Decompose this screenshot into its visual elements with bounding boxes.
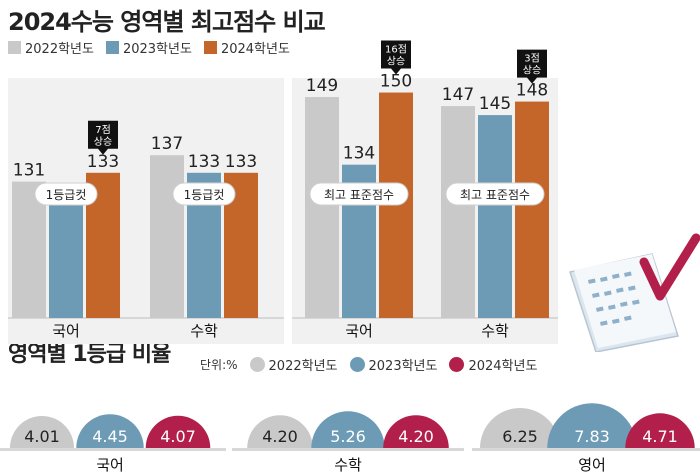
- bar-value-label: 145: [479, 94, 511, 114]
- category-label: 수학: [334, 456, 362, 474]
- baseline: [0, 448, 226, 451]
- metric-pill: [172, 182, 236, 206]
- data-value-label: 4.07: [160, 427, 196, 446]
- callout-text: 상승: [523, 65, 541, 77]
- semicircle-mark: [145, 415, 211, 448]
- callout-box: [517, 49, 547, 84]
- semicircle-mark: [480, 408, 560, 448]
- legend-label: 2022학년도: [268, 359, 338, 374]
- legend-label: 2024학년도: [468, 359, 538, 374]
- legend-label: 2023학년도: [122, 42, 192, 57]
- legend-item-2024: 2024학년도: [203, 38, 290, 57]
- category-label: 국어: [52, 322, 80, 340]
- legend-item-2023: 2023학년도: [105, 38, 192, 57]
- callout-box: [381, 40, 411, 75]
- data-value-label: 5.26: [330, 427, 366, 446]
- bar-value-label: 147: [442, 85, 474, 105]
- metric-label: 최고 표준점수: [460, 188, 530, 202]
- data-value-label: 4.20: [262, 427, 298, 446]
- metric-label: 최고 표준점수: [324, 188, 394, 202]
- legend-item-2024: 2024학년도: [449, 355, 537, 374]
- bar-value-label: 133: [188, 152, 220, 172]
- semicircle-mark: [547, 403, 637, 448]
- bar: [150, 155, 184, 318]
- bar-value-label: 133: [225, 152, 257, 172]
- metric-label: 1등급컷: [46, 188, 87, 202]
- metric-label: 1등급컷: [184, 188, 225, 202]
- semicircle-mark: [247, 415, 313, 448]
- legend-item-2023: 2023학년도: [349, 355, 438, 374]
- legend-label: 2024학년도: [220, 42, 290, 57]
- metric-pill: [34, 182, 98, 206]
- bar: [305, 97, 339, 319]
- baseline: [472, 448, 700, 451]
- metric-pill: [309, 182, 409, 206]
- bar-value-label: 149: [306, 76, 338, 96]
- category-label: 국어: [96, 456, 124, 474]
- bar-value-label: 148: [516, 81, 548, 101]
- metric-pill: [445, 182, 545, 206]
- semicircle-mark: [76, 414, 144, 448]
- checklist-illustration-icon: [566, 232, 700, 356]
- legend-swatch: [349, 357, 365, 372]
- callout-text: 3점: [524, 53, 540, 65]
- bar-value-label: 134: [343, 144, 375, 164]
- semicircle-mark: [383, 415, 449, 448]
- callout-text: 7점: [95, 124, 111, 136]
- bar-value-label: 150: [380, 72, 412, 92]
- category-label: 영어: [578, 456, 606, 474]
- bar: [441, 106, 475, 318]
- legend-label: 2023학년도: [368, 359, 438, 374]
- data-value-label: 6.25: [502, 427, 538, 446]
- unit-label: 단위:%: [200, 358, 238, 372]
- semicircle-mark: [9, 415, 75, 448]
- top-legend: 2022학년도 2023학년도 2024학년도: [8, 38, 302, 57]
- bar: [12, 181, 46, 318]
- data-value-label: 4.20: [398, 427, 434, 446]
- bar: [515, 101, 549, 319]
- bar-value-label: 133: [87, 152, 119, 172]
- data-value-label: 7.83: [574, 427, 610, 446]
- callout-text: 상승: [387, 56, 405, 68]
- legend-swatch: [449, 357, 465, 372]
- legend-item-2022: 2022학년도: [249, 355, 338, 374]
- semicircle-mark: [625, 413, 695, 448]
- callout-text: 상승: [94, 136, 112, 148]
- baseline: [232, 448, 464, 451]
- chart-title: 2024수능 영역별 최고점수 비교: [8, 8, 326, 36]
- bar: [478, 115, 512, 318]
- legend-swatch: [105, 41, 119, 54]
- semicircle-mark: [311, 411, 385, 448]
- bar-value-label: 137: [151, 134, 183, 154]
- data-value-label: 4.71: [642, 427, 678, 446]
- callout-box: [88, 120, 118, 155]
- bar-value-label: 131: [13, 161, 45, 181]
- bottom-legend: 단위:% 2022학년도 2023학년도 2024학년도: [200, 355, 549, 374]
- legend-swatch: [8, 41, 21, 54]
- legend-swatch: [203, 41, 217, 54]
- legend-item-2022: 2022학년도: [8, 38, 94, 57]
- callout-text: 16점: [385, 44, 407, 56]
- legend-swatch: [249, 357, 265, 372]
- category-label: 수학: [481, 322, 509, 340]
- legend-label: 2022학년도: [25, 42, 94, 57]
- data-value-label: 4.01: [24, 427, 60, 446]
- bar: [49, 203, 83, 318]
- category-label: 국어: [345, 322, 373, 340]
- data-value-label: 4.45: [92, 427, 128, 446]
- category-label: 수학: [190, 322, 218, 340]
- section-subtitle: 영역별 1등급 비율: [8, 342, 171, 367]
